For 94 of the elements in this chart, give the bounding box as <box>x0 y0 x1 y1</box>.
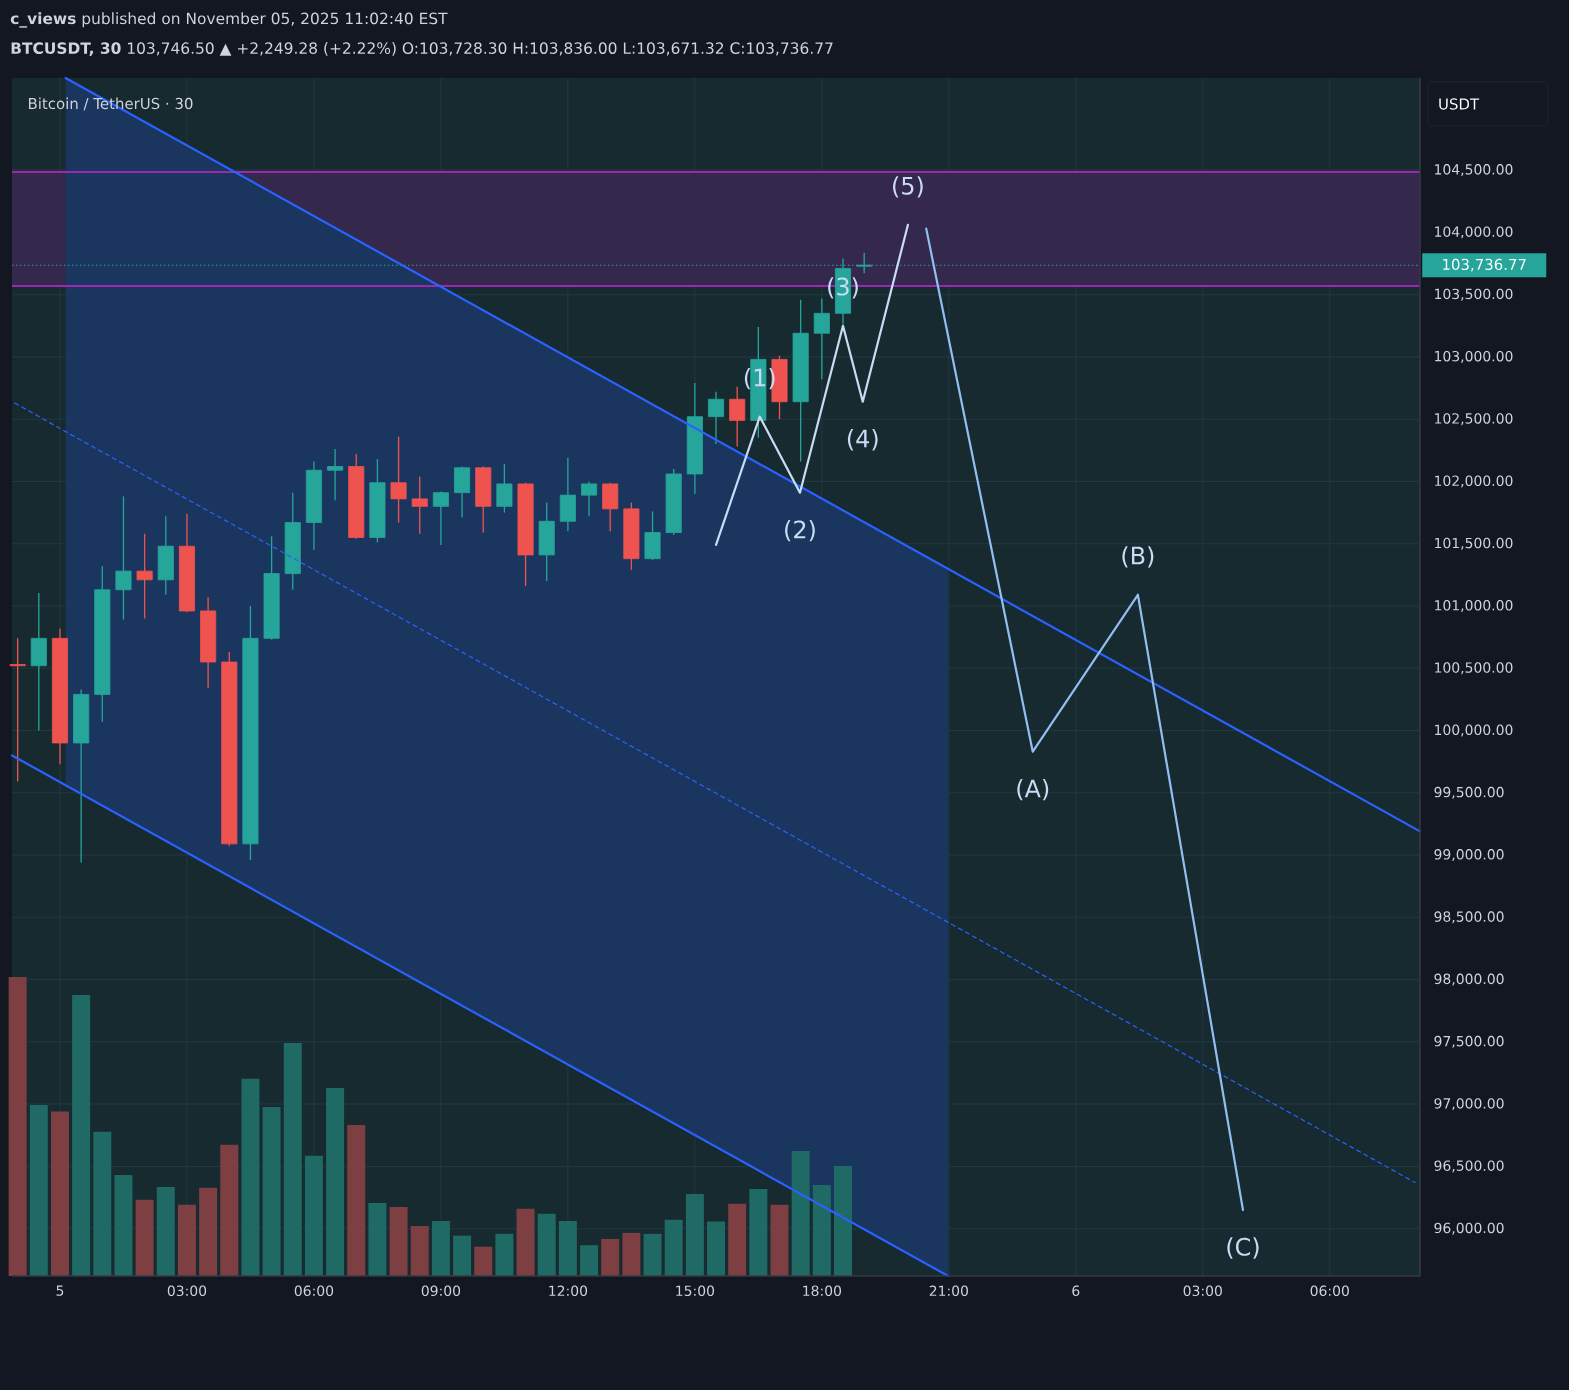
bar <box>72 994 91 1276</box>
y-tick-label: 102,000.00 <box>1435 475 1513 488</box>
annotation: (2) <box>785 520 815 542</box>
y-tick-label: 97,000.00 <box>1434 1098 1504 1111</box>
bar <box>135 1199 154 1276</box>
bar <box>453 1235 472 1276</box>
line-series <box>714 223 909 547</box>
bar <box>410 1226 429 1276</box>
x-tick-label: 6 <box>1072 1285 1080 1297</box>
bar <box>580 1245 599 1276</box>
y-tick-label: 103,500.00 <box>1435 288 1513 301</box>
bar <box>262 1107 281 1276</box>
bar <box>50 1111 69 1276</box>
x-tick-label: 18:00 <box>803 1285 841 1297</box>
bar <box>834 1165 852 1276</box>
x-tick-label: 03:00 <box>1183 1285 1222 1297</box>
bar <box>537 1213 556 1276</box>
candlestick <box>432 490 449 546</box>
y-tick-label: 102,500.00 <box>1435 413 1513 426</box>
annotation: (C) <box>1227 1237 1259 1259</box>
x-tick-label: 5 <box>56 1285 64 1296</box>
line-series <box>925 227 1245 1212</box>
y-tick-label: 104,500.00 <box>1435 164 1513 177</box>
bar <box>241 1078 260 1276</box>
bar <box>8 976 27 1276</box>
y-tick-label: 96,000.00 <box>1434 1222 1504 1235</box>
bar <box>93 1131 112 1276</box>
bar <box>643 1233 662 1276</box>
bar <box>749 1188 768 1276</box>
y-axis-title: USDT <box>1439 98 1480 110</box>
annotation: (A) <box>1017 779 1049 801</box>
candlestick <box>581 480 598 517</box>
candlestick <box>327 448 344 501</box>
candlestick <box>813 297 830 380</box>
candlestick <box>9 637 26 783</box>
bar <box>431 1220 450 1276</box>
y-tick-label: 101,500.00 <box>1435 537 1513 550</box>
candlestick <box>390 435 407 524</box>
candlestick <box>708 391 725 445</box>
annotation: (B) <box>1122 546 1154 568</box>
y-tick-label: 98,000.00 <box>1434 973 1504 986</box>
bar <box>474 1246 493 1276</box>
y-tick-label: 104,000.00 <box>1435 226 1513 239</box>
y-tick-label: 100,500.00 <box>1435 662 1513 675</box>
ref-line-label: 103,736.77 <box>1443 258 1526 272</box>
x-tick-label: 15:00 <box>676 1285 715 1297</box>
y-tick-label: 103,000.00 <box>1435 350 1513 363</box>
bar <box>728 1203 747 1276</box>
bar <box>622 1232 641 1276</box>
bar <box>283 1043 302 1276</box>
bar <box>558 1220 577 1276</box>
y-tick-label: 97,500.00 <box>1434 1035 1504 1048</box>
bar <box>516 1208 535 1276</box>
bar <box>114 1174 133 1276</box>
x-tick-label: 21:00 <box>929 1285 968 1297</box>
bar <box>177 1204 196 1276</box>
candlestick <box>496 463 513 514</box>
annotation: (4) <box>847 429 878 451</box>
x-tick-label: 03:00 <box>167 1285 207 1297</box>
bar <box>770 1204 789 1276</box>
candlestick <box>729 386 746 448</box>
y-tick-label: 99,500.00 <box>1434 786 1504 799</box>
bar <box>326 1087 345 1276</box>
bar <box>707 1221 726 1276</box>
y-tick-label: 98,500.00 <box>1434 911 1504 924</box>
x-tick-label: 06:00 <box>294 1285 334 1297</box>
bar <box>664 1219 683 1276</box>
y-tick-label: 99,000.00 <box>1434 849 1504 862</box>
bar <box>347 1124 366 1276</box>
bar <box>220 1144 239 1276</box>
x-tick-label: 09:00 <box>421 1285 461 1297</box>
bar <box>29 1104 48 1276</box>
chart-title: c_views published on November 05, 2025 11:02:40 EST <box>10 12 448 28</box>
chart-subtitle: BTCUSDT, 30 103,746.50 ▲ +2,249.28 (+2.22%) O:103,728.30 H:103,836.00 L:103,671.32 C:103,736.77 <box>11 42 833 56</box>
bar <box>495 1233 514 1276</box>
bar <box>199 1187 218 1276</box>
bar <box>791 1151 810 1276</box>
x-tick-label: 12:00 <box>549 1285 588 1297</box>
y-tick-label: 96,500.00 <box>1434 1160 1504 1173</box>
bar <box>601 1238 620 1276</box>
bar <box>685 1194 704 1276</box>
annotation: (5) <box>893 176 923 198</box>
candlestick <box>115 495 132 621</box>
bar <box>368 1203 387 1276</box>
bar <box>389 1206 408 1276</box>
line-series <box>14 402 1416 1184</box>
bar <box>304 1155 323 1276</box>
bar <box>156 1186 175 1276</box>
candlestick <box>136 533 153 620</box>
y-tick-label: 101,000.00 <box>1435 599 1513 612</box>
y-tick-label: 100,000.00 <box>1435 724 1513 737</box>
x-tick-label: 06:00 <box>1310 1285 1349 1297</box>
candlestick <box>411 475 428 535</box>
bar <box>812 1185 831 1276</box>
